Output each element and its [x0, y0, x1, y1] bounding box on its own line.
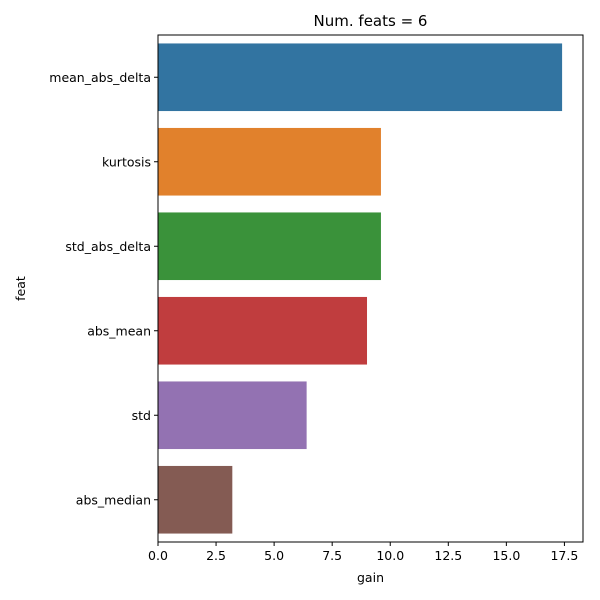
x-tick-label: 7.5 [322, 548, 342, 563]
bar-kurtosis [158, 127, 381, 196]
x-tick-label: 2.5 [206, 548, 226, 563]
bar-std [158, 381, 307, 450]
bar-std-abs-delta [158, 212, 381, 281]
bar-mean-abs-delta [158, 43, 563, 112]
y-ticks-group: mean_abs_delta kurtosis std_abs_delta abs_m… [49, 70, 158, 507]
x-ticks-group: 0.0 2.5 5.0 7.5 10.0 12.5 15.0 17.5 [148, 542, 578, 563]
y-tick-label: kurtosis [102, 154, 151, 169]
y-tick-label: abs_median [76, 492, 151, 507]
axes-frame [157, 34, 584, 543]
y-axis-title: feat [13, 276, 28, 301]
bars-group [158, 43, 563, 534]
x-tick-label: 5.0 [264, 548, 284, 563]
y-tick-label: std_abs_delta [65, 239, 151, 254]
x-tick-label: 10.0 [376, 548, 404, 563]
x-tick-label: 0.0 [148, 548, 168, 563]
y-tick-label: abs_mean [87, 323, 151, 338]
chart-title: Num. feats = 6 [314, 12, 428, 30]
x-tick-label: 17.5 [550, 548, 578, 563]
axes-spines [157, 34, 584, 543]
bar-abs-median [158, 465, 233, 534]
x-tick-label: 15.0 [492, 548, 520, 563]
x-axis-title: gain [357, 570, 384, 585]
bar-abs-mean [158, 296, 368, 365]
y-tick-label: std [132, 408, 151, 423]
x-tick-label: 12.5 [434, 548, 462, 563]
y-tick-label: mean_abs_delta [49, 70, 151, 85]
